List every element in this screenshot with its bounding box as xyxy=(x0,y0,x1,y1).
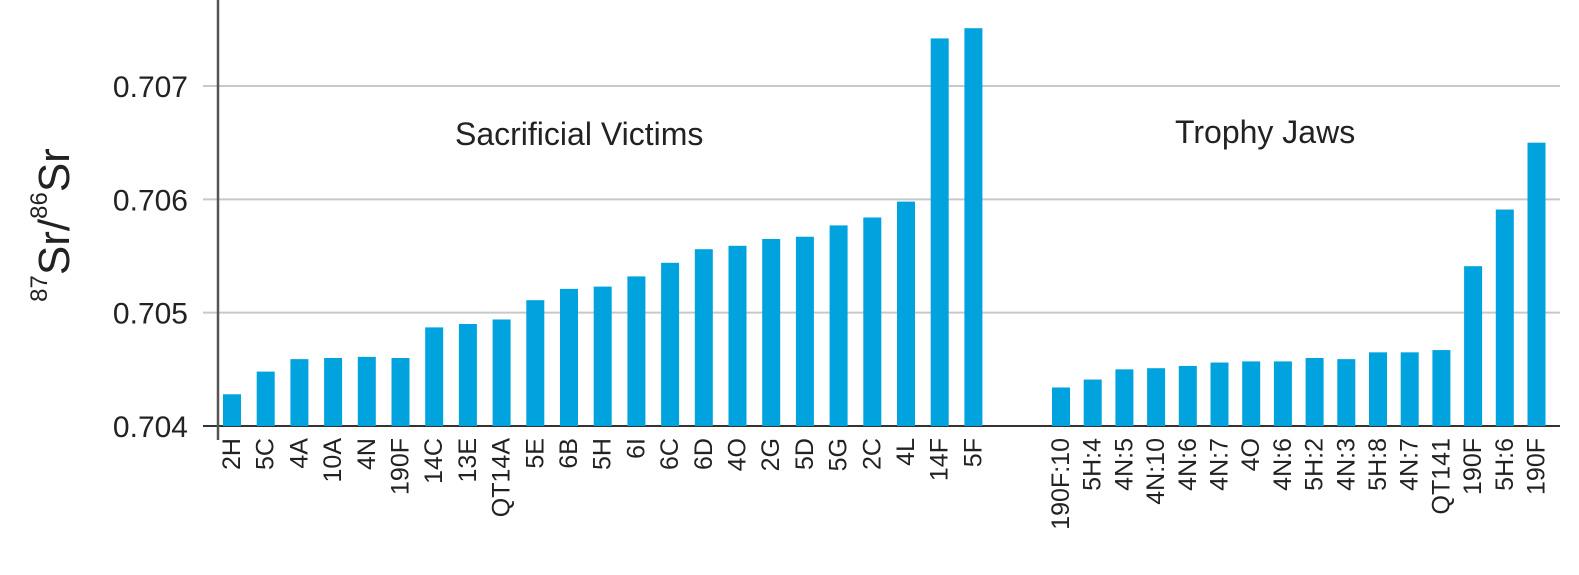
x-tick-label: 6I xyxy=(622,438,650,459)
x-tick-label: 2C xyxy=(858,438,886,470)
x-tick-label: 4N:6 xyxy=(1174,438,1202,491)
x-tick-label: 5H:4 xyxy=(1079,438,1107,491)
bar xyxy=(728,245,747,426)
bar xyxy=(1178,365,1197,426)
x-tick-label: 6D xyxy=(690,438,718,470)
y-tick-label: 0.705 xyxy=(113,298,188,331)
bar xyxy=(256,371,275,426)
x-tick-label: 13E xyxy=(454,438,482,482)
x-tick-label: 5C xyxy=(252,438,280,470)
x-tick-label: 10A xyxy=(319,438,347,483)
x-tick-label: 4A xyxy=(285,438,313,469)
bar xyxy=(829,225,848,426)
x-tick-label: 5D xyxy=(791,438,819,470)
bar xyxy=(964,28,983,426)
bar xyxy=(661,262,680,426)
y-tick-label: 0.704 xyxy=(113,411,188,444)
bar xyxy=(795,236,814,426)
bar xyxy=(290,359,309,426)
bar xyxy=(560,288,578,426)
x-tick-label: 14F xyxy=(926,438,954,481)
x-tick-label: 4N:7 xyxy=(1396,438,1424,491)
x-tick-label: 190F xyxy=(1523,438,1551,495)
x-tick-label: 5E xyxy=(521,438,549,469)
bar xyxy=(1210,362,1229,426)
bar xyxy=(223,394,241,426)
x-tick-label: 2H xyxy=(218,438,246,470)
bar xyxy=(897,201,915,426)
x-tick-label: QT141 xyxy=(1427,438,1455,514)
bar xyxy=(1369,352,1387,426)
y-tick-label: 0.707 xyxy=(113,71,188,104)
x-tick-label: 4N:3 xyxy=(1332,438,1360,491)
x-tick-label: 5H:2 xyxy=(1301,438,1329,491)
bar xyxy=(492,319,511,426)
x-tick-label: 190F:10 xyxy=(1047,438,1075,530)
bar xyxy=(863,217,882,426)
bar xyxy=(1052,387,1070,426)
x-tick-label: 4N:6 xyxy=(1269,438,1297,491)
x-tick-label: 4N:10 xyxy=(1142,438,1170,505)
x-tick-label: 5H xyxy=(589,438,617,470)
bar xyxy=(1400,352,1419,426)
bar xyxy=(1305,358,1324,426)
bar xyxy=(357,356,376,426)
x-tick-label: 6C xyxy=(656,438,684,470)
x-tick-label: 5F xyxy=(959,438,987,467)
x-tick-label: 190F xyxy=(387,438,415,495)
bar xyxy=(1527,142,1546,427)
bar xyxy=(1464,266,1483,426)
group-title-sacrificial-victims: Sacrificial Victims xyxy=(455,116,704,152)
bar xyxy=(1083,379,1102,426)
x-tick-label: 5H:8 xyxy=(1364,438,1392,491)
bar xyxy=(458,324,477,426)
bar xyxy=(425,327,444,426)
bar xyxy=(1495,209,1514,426)
bar xyxy=(1242,361,1261,426)
group-title-trophy-jaws: Trophy Jaws xyxy=(1175,114,1356,150)
bar xyxy=(324,358,343,426)
x-tick-label: 2G xyxy=(757,438,785,471)
x-tick-label: 4O xyxy=(724,438,752,471)
y-tick-label: 0.706 xyxy=(113,184,188,217)
bar xyxy=(593,286,612,426)
bar xyxy=(526,300,545,426)
x-tick-label: 4O xyxy=(1237,438,1265,471)
bar xyxy=(1337,359,1356,426)
x-tick-label: 5G xyxy=(825,438,853,471)
x-tick-label: 4N:7 xyxy=(1206,438,1234,491)
x-tick-label: 4N:5 xyxy=(1110,438,1138,491)
bar xyxy=(391,358,410,426)
bar xyxy=(762,239,781,426)
x-tick-label: 6B xyxy=(555,438,583,469)
x-tick-label: 14C xyxy=(420,438,448,484)
bar xyxy=(1115,369,1134,426)
x-tick-label: 5H:6 xyxy=(1491,438,1519,491)
bar xyxy=(694,249,713,426)
bar xyxy=(627,276,646,426)
x-tick-label: 4L xyxy=(892,438,920,466)
bar xyxy=(930,38,949,426)
x-tick-label: 190F xyxy=(1459,438,1487,495)
bar xyxy=(1147,368,1166,426)
x-tick-label: 4N xyxy=(353,438,381,470)
x-tick-label: QT14A xyxy=(488,438,516,518)
bar xyxy=(1273,361,1292,426)
bar xyxy=(1432,350,1451,426)
